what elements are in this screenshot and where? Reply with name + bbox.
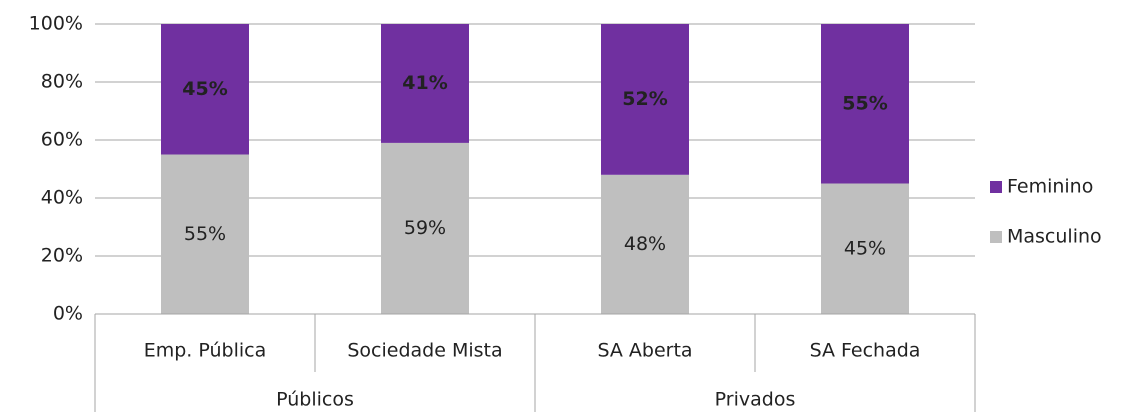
group-label: Privados xyxy=(715,389,796,411)
legend-label: Masculino xyxy=(1007,226,1102,248)
data-label: 59% xyxy=(404,217,446,239)
bar-segment xyxy=(601,174,689,314)
data-label: 55% xyxy=(842,92,887,114)
legend-swatch xyxy=(990,181,1002,193)
x-tick-label: SA Fechada xyxy=(810,340,921,362)
data-label: 45% xyxy=(844,237,886,259)
x-tick-label: SA Aberta xyxy=(597,340,692,362)
bar-segment xyxy=(161,154,249,314)
y-tick-label: 100% xyxy=(29,13,83,35)
bar-segment xyxy=(381,142,469,314)
x-tick-label: Emp. Pública xyxy=(144,340,267,362)
bar-segment xyxy=(601,24,689,175)
y-tick-label: 20% xyxy=(41,245,83,267)
data-label: 41% xyxy=(402,72,447,94)
data-label: 55% xyxy=(184,223,226,245)
x-tick-label: Sociedade Mista xyxy=(347,340,502,362)
bar-segment xyxy=(821,183,909,314)
bar-segment xyxy=(161,24,249,155)
bar-segment xyxy=(821,24,909,184)
data-label: 48% xyxy=(624,233,666,255)
y-tick-label: 80% xyxy=(41,71,83,93)
y-tick-label: 60% xyxy=(41,129,83,151)
y-tick-label: 40% xyxy=(41,187,83,209)
bar-segment xyxy=(381,24,469,143)
group-label: Públicos xyxy=(276,389,354,411)
data-label: 45% xyxy=(182,78,227,100)
legend-label: Feminino xyxy=(1007,176,1093,198)
data-label: 52% xyxy=(622,88,667,110)
y-tick-label: 0% xyxy=(53,303,83,325)
legend-swatch xyxy=(990,231,1002,243)
